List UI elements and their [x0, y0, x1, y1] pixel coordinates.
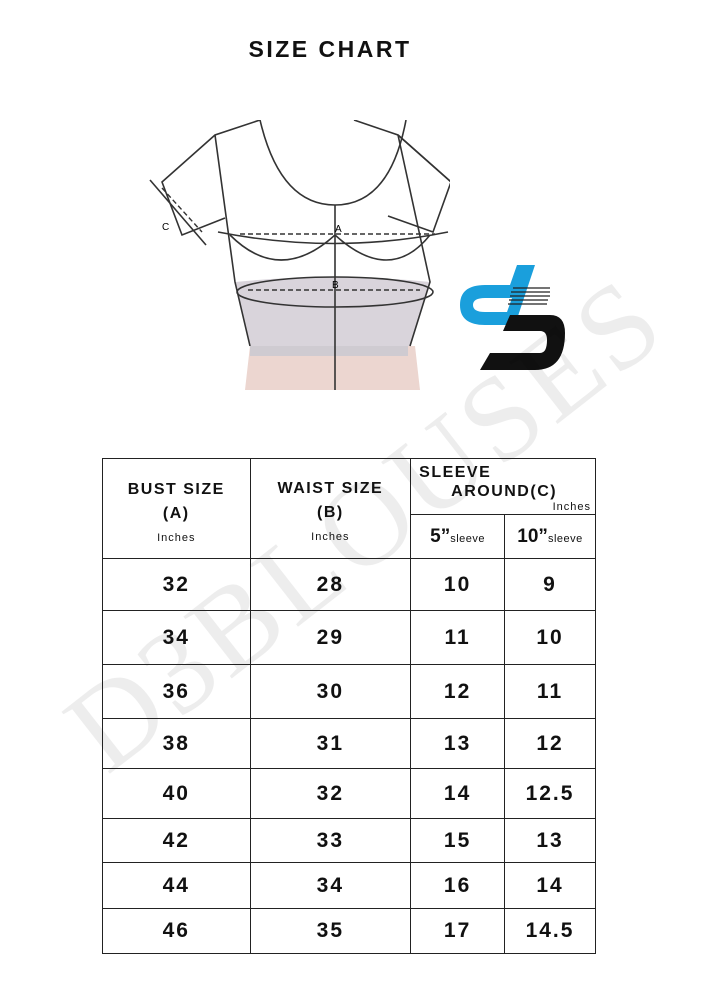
bust-cell: 44 — [102, 862, 251, 909]
bust-cell: 32 — [102, 558, 251, 611]
waist-unit: Inches — [311, 530, 350, 543]
waist-cell: 29 — [249, 610, 412, 665]
bust-cell: 38 — [102, 718, 251, 769]
page-title: SIZE CHART — [248, 36, 412, 62]
waist-title: WAIST SIZE — [277, 479, 384, 497]
sleeve-5-cell: 16 — [410, 862, 506, 909]
header-waist: WAIST SIZE (B) Inches — [249, 458, 412, 559]
table-row: 40 32 14 12.5 — [102, 768, 596, 819]
sleeve-5-cell: 10 — [410, 558, 506, 611]
sleeve-5-cell: 17 — [410, 908, 506, 954]
bust-cell: 34 — [102, 610, 251, 665]
waist-cell: 32 — [249, 768, 412, 819]
sleeve-5-cell: 12 — [410, 664, 506, 719]
waist-sub: (B) — [317, 503, 344, 521]
table-row: 34 29 11 10 — [102, 610, 596, 665]
table-row: 32 28 10 9 — [102, 558, 596, 611]
sleeve-10-cell: 14.5 — [504, 908, 596, 954]
header-sleeve: SLEEVE AROUND(C) Inches — [410, 458, 596, 515]
waist-cell: 31 — [249, 718, 412, 769]
bust-cell: 42 — [102, 818, 251, 863]
sleeve-sub: (C) — [530, 482, 558, 500]
sleeve-5-cell: 14 — [410, 768, 506, 819]
label-a: A — [335, 224, 342, 235]
bust-cell: 40 — [102, 768, 251, 819]
bust-cell: 36 — [102, 664, 251, 719]
label-c: C — [162, 222, 169, 233]
sleeve-title1: SLEEVE — [419, 463, 492, 481]
waist-cell: 34 — [249, 862, 412, 909]
sleeve-unit: Inches — [552, 500, 591, 513]
waist-cell: 30 — [249, 664, 412, 719]
sleeve-10-cell: 9 — [504, 558, 596, 611]
table-row: 38 31 13 12 — [102, 718, 596, 769]
sleeve-10-cell: 12 — [504, 718, 596, 769]
col1-num: 5” — [430, 525, 451, 547]
waist-cell: 33 — [249, 818, 412, 863]
brand-logo — [460, 265, 565, 370]
sleeve-title2: AROUND — [451, 482, 531, 500]
sleeve-10-cell: 11 — [504, 664, 596, 719]
label-b: B — [332, 280, 339, 291]
sleeve-10-cell: 12.5 — [504, 768, 596, 819]
table-row: 46 35 17 14.5 — [102, 908, 596, 954]
header-bust: BUST SIZE (A) Inches — [102, 458, 251, 559]
sleeve-5-cell: 13 — [410, 718, 506, 769]
waist-cell: 35 — [249, 908, 412, 954]
bust-sub: (A) — [162, 504, 190, 522]
bust-cell: 46 — [102, 908, 251, 954]
waist-cell: 28 — [249, 558, 412, 611]
sleeve-5-cell: 15 — [410, 818, 506, 863]
sleeve-10-cell: 10 — [504, 610, 596, 665]
table-row: 36 30 12 11 — [102, 664, 596, 719]
header-10-sleeve: 10”sleeve — [504, 514, 596, 559]
col1-label: sleeve — [450, 532, 486, 545]
blouse-diagram: A B C — [149, 120, 450, 390]
size-table: BUST SIZE (A) Inches WAIST SIZE (B) Inch… — [102, 458, 596, 954]
header-5-sleeve: 5”sleeve — [410, 514, 506, 559]
sleeve-10-cell: 13 — [504, 818, 596, 863]
table-row: 44 34 16 14 — [102, 862, 596, 909]
sleeve-5-cell: 11 — [410, 610, 506, 665]
table-row: 42 33 15 13 — [102, 818, 596, 863]
bust-title: BUST SIZE — [127, 480, 225, 498]
sleeve-10-cell: 14 — [504, 862, 596, 909]
col2-label: sleeve — [547, 532, 583, 545]
bust-unit: Inches — [157, 531, 196, 544]
col2-num: 10” — [517, 525, 548, 547]
